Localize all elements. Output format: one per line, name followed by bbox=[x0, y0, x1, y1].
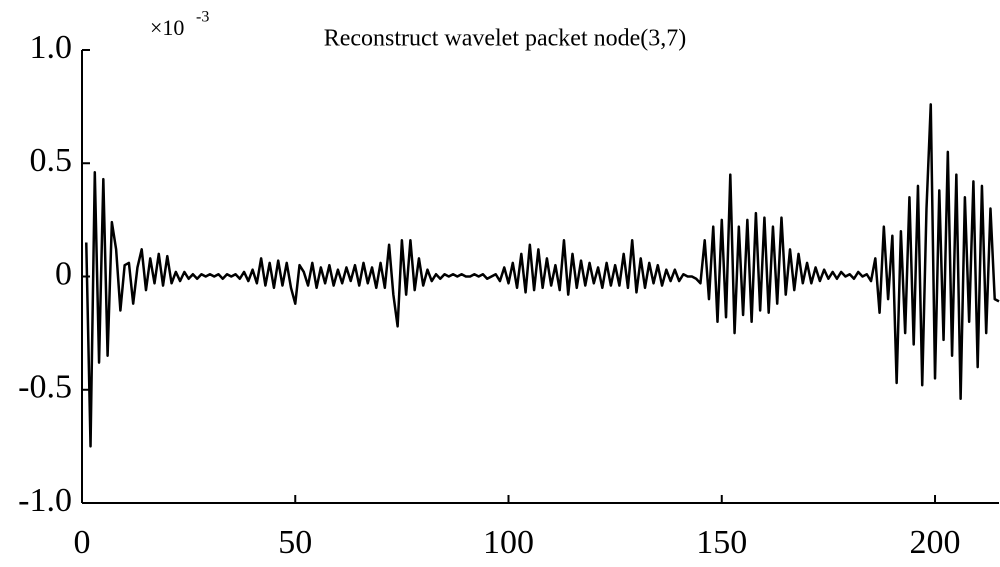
x-tick-label: 100 bbox=[483, 524, 534, 561]
multiplier: ×10 bbox=[150, 15, 184, 40]
x-tick-label: 200 bbox=[910, 524, 961, 561]
y-tick-label: 0 bbox=[55, 255, 72, 292]
signal-line bbox=[85, 103, 1000, 448]
y-tick-label: 1.0 bbox=[30, 29, 73, 66]
y-tick-label: -0.5 bbox=[18, 369, 72, 406]
chart-title: Reconstruct wavelet packet node(3,7) bbox=[324, 26, 687, 52]
y-tick-label: -1.0 bbox=[18, 482, 72, 519]
x-tick-label: 150 bbox=[696, 524, 747, 561]
multiplier-exponent: -3 bbox=[196, 9, 209, 26]
x-tick-label: 0 bbox=[74, 524, 91, 561]
x-tick-label: 50 bbox=[278, 524, 312, 561]
y-tick-label: 0.5 bbox=[30, 142, 73, 179]
